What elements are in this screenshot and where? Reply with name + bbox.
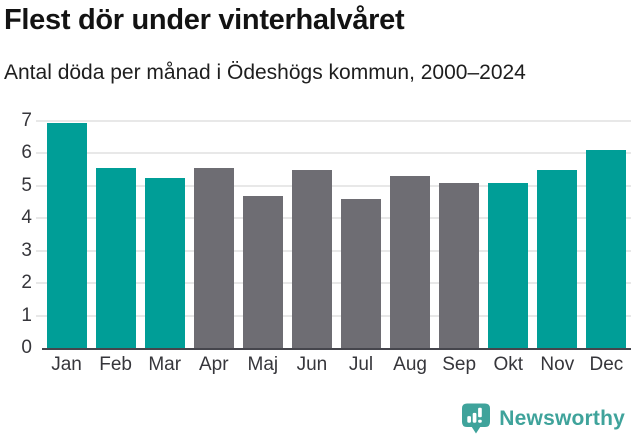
x-tick-label: Sep bbox=[442, 354, 477, 375]
chart-title: Flest dör under vinterhalvåret bbox=[4, 4, 405, 36]
bar-apr bbox=[193, 168, 234, 348]
x-tick-label: Feb bbox=[99, 354, 132, 375]
bar-slot bbox=[533, 121, 582, 348]
gridline bbox=[36, 120, 631, 122]
bar-slot bbox=[238, 121, 287, 348]
gridline bbox=[36, 152, 631, 155]
bar-slot bbox=[189, 121, 238, 348]
bar-mar bbox=[144, 177, 185, 348]
x-tick-label: Aug bbox=[393, 354, 427, 375]
bar-slot bbox=[91, 121, 140, 348]
x-tick-label: Apr bbox=[198, 354, 229, 375]
bar-jun bbox=[291, 169, 332, 348]
y-axis: 0 1 2 3 4 5 6 7 bbox=[0, 110, 32, 358]
x-tick-label: Nov bbox=[540, 354, 575, 375]
bar-okt bbox=[488, 182, 529, 348]
bar-slot bbox=[484, 121, 533, 348]
bar-jan bbox=[46, 122, 87, 348]
bar-nov bbox=[537, 169, 578, 348]
gridline bbox=[36, 217, 631, 220]
bar-aug bbox=[390, 176, 431, 348]
bar-jul bbox=[341, 198, 381, 348]
gridline bbox=[36, 282, 631, 285]
bar-maj bbox=[242, 195, 283, 348]
bar-slot bbox=[435, 121, 484, 348]
bar-slot bbox=[287, 121, 336, 348]
y-tick-label: 1 bbox=[21, 304, 32, 326]
bar-slot bbox=[336, 121, 385, 348]
chart-subtitle: Antal döda per månad i Ödeshögs kommun, … bbox=[4, 61, 526, 84]
bar-feb bbox=[95, 168, 136, 348]
bar-dec bbox=[586, 150, 627, 348]
bar-sep bbox=[439, 182, 480, 348]
x-tick-label: Dec bbox=[589, 354, 624, 375]
bar-slot bbox=[582, 121, 631, 348]
brand-footer: Newsworthy bbox=[461, 402, 625, 435]
x-tick-label: Jul bbox=[348, 354, 374, 375]
gridline bbox=[36, 314, 631, 317]
y-tick-label: 6 bbox=[21, 142, 32, 164]
plot-area bbox=[36, 120, 631, 350]
newsworthy-bubble-chart-icon bbox=[462, 403, 491, 434]
y-tick-label: 7 bbox=[21, 110, 32, 131]
bar-slot bbox=[140, 121, 189, 348]
x-tick-label: Mar bbox=[148, 354, 182, 375]
gridline bbox=[36, 249, 631, 252]
brand-name: Newsworthy bbox=[499, 406, 625, 430]
bars-row bbox=[42, 121, 631, 348]
x-tick-label: Okt bbox=[493, 354, 524, 375]
x-tick-label: Maj bbox=[247, 354, 279, 375]
x-tick-label: Jan bbox=[51, 354, 82, 375]
y-tick-label: 2 bbox=[21, 272, 32, 294]
y-tick-label: 3 bbox=[21, 239, 32, 261]
y-tick-label: 5 bbox=[21, 174, 32, 196]
gridline bbox=[36, 184, 631, 187]
x-axis: Jan Feb Mar Apr Maj Jun Jul Aug Sep Okt Nov Dec bbox=[42, 354, 631, 376]
y-tick-label: 4 bbox=[21, 207, 32, 229]
y-tick-label: 0 bbox=[21, 337, 32, 358]
x-tick-label: Jun bbox=[296, 354, 328, 375]
bar-slot bbox=[386, 121, 435, 348]
bar-slot bbox=[42, 121, 91, 348]
